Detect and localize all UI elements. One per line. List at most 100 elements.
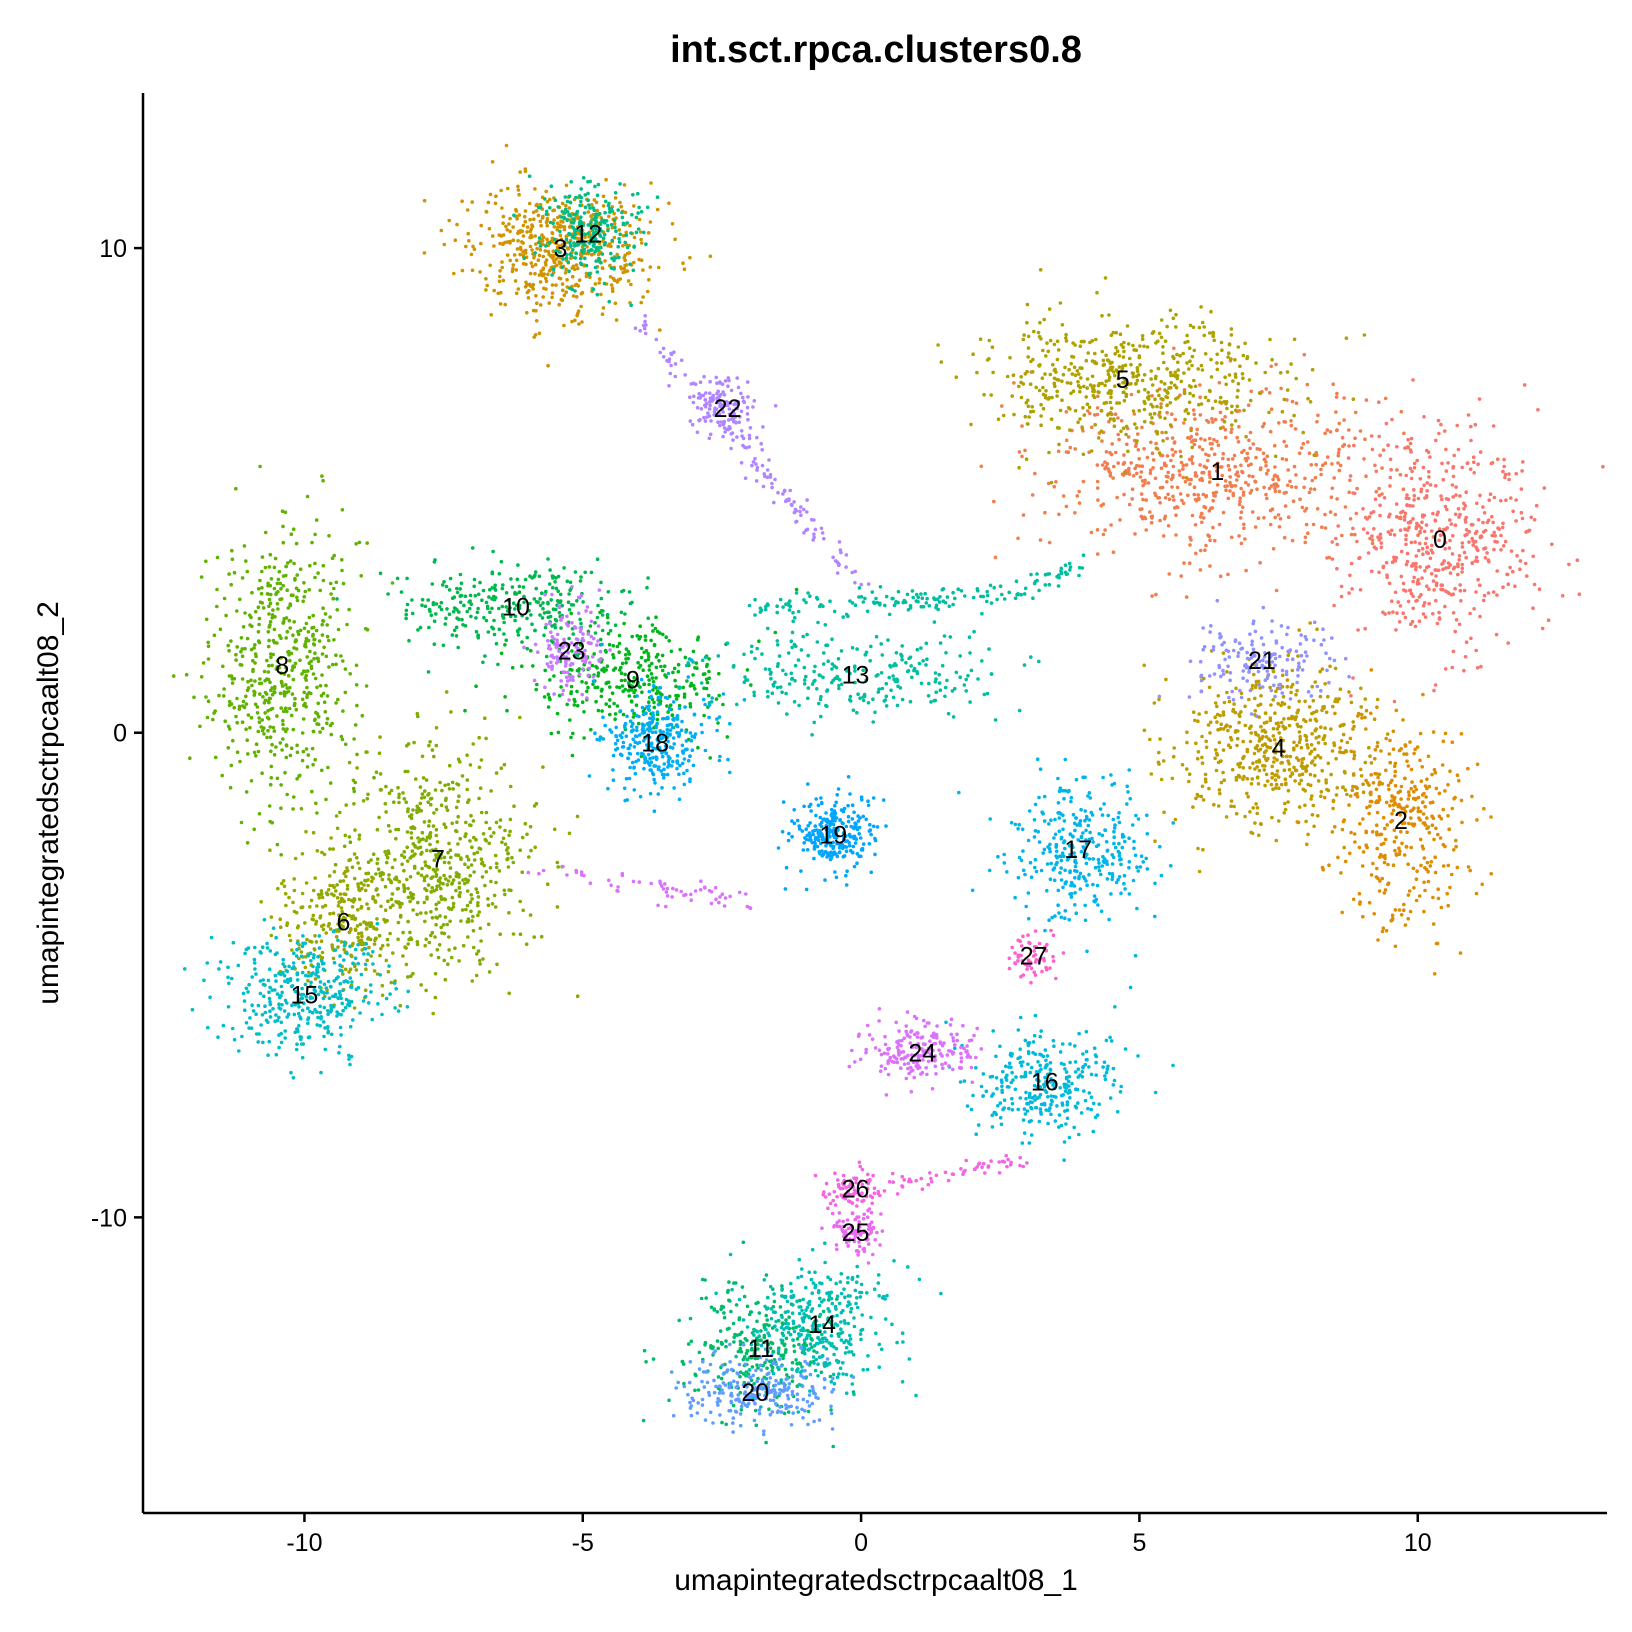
cell-point: [263, 565, 268, 570]
cell-point: [1417, 619, 1422, 624]
cell-point: [580, 290, 585, 295]
cell-point: [639, 241, 644, 245]
cell-point: [538, 219, 543, 224]
cell-point: [1521, 548, 1525, 553]
cell-point: [1188, 323, 1193, 328]
cell-point: [1401, 581, 1406, 586]
cell-point: [474, 973, 479, 978]
cell-point: [1122, 398, 1127, 403]
cell-point: [1431, 579, 1436, 583]
cell-point: [1001, 413, 1006, 418]
cell-point: [476, 913, 480, 918]
cell-point: [430, 886, 435, 890]
cell-point: [1388, 512, 1392, 517]
cell-point: [500, 586, 505, 591]
cell-point: [1075, 369, 1080, 373]
cell-point: [364, 750, 368, 754]
cell-point: [272, 627, 277, 632]
cell-point: [406, 809, 410, 814]
cell-point: [987, 357, 991, 361]
cell-point: [406, 886, 411, 891]
cell-point: [221, 664, 225, 669]
cell-point: [1419, 863, 1423, 868]
cell-point: [206, 644, 211, 649]
cell-point: [534, 319, 539, 323]
cell-point: [1418, 731, 1423, 736]
cell-point: [1425, 816, 1429, 820]
cell-point: [1200, 755, 1204, 760]
cell-point: [1254, 455, 1258, 460]
cell-point: [1390, 913, 1395, 918]
cell-point: [447, 935, 451, 939]
cell-point: [288, 938, 293, 943]
cell-point: [1441, 807, 1445, 812]
cell-point: [1501, 585, 1505, 589]
cell-point: [334, 701, 338, 705]
cell-point: [1303, 540, 1307, 545]
cell-point: [484, 810, 489, 815]
cell-point: [484, 288, 488, 292]
cell-point: [451, 787, 456, 791]
cell-point: [600, 709, 604, 713]
cell-point: [1342, 418, 1346, 422]
cell-point: [1472, 471, 1476, 475]
cell-point: [459, 919, 463, 923]
cell-point: [281, 524, 285, 529]
cell-point: [1126, 449, 1130, 454]
cell-point: [681, 685, 685, 690]
cell-point: [433, 788, 438, 792]
cell-point: [1222, 700, 1227, 705]
cell-point: [1204, 543, 1208, 548]
cell-point: [1386, 443, 1390, 448]
cell-point: [651, 680, 656, 684]
cell-point: [562, 225, 567, 229]
cell-point: [316, 701, 321, 706]
cell-point: [470, 897, 474, 901]
cell-point: [378, 953, 382, 958]
cell-point: [1273, 473, 1277, 478]
cell-point: [279, 853, 284, 857]
cell-point: [1342, 845, 1346, 850]
cell-point: [1271, 667, 1275, 672]
cell-point: [405, 602, 410, 607]
cell-point: [1407, 525, 1411, 530]
cell-point: [1446, 863, 1451, 868]
cell-point: [1187, 400, 1192, 405]
cell-point: [1402, 752, 1406, 756]
cell-point: [1251, 442, 1256, 446]
cell-point: [1207, 534, 1211, 539]
cell-point: [1335, 542, 1339, 547]
cell-point: [1221, 770, 1225, 775]
cell-point: [1224, 815, 1229, 819]
cell-point: [1397, 846, 1401, 850]
cell-point: [335, 608, 340, 612]
cell-point: [406, 742, 411, 746]
cell-point: [462, 603, 466, 608]
cell-point: [655, 207, 660, 212]
cell-point: [1109, 395, 1113, 400]
cell-point: [1425, 545, 1430, 550]
cell-point: [328, 615, 332, 619]
cell-point: [1183, 479, 1188, 484]
cell-point: [550, 231, 555, 236]
cell-point: [617, 228, 622, 232]
cell-point: [1081, 452, 1086, 457]
cell-point: [1196, 367, 1200, 371]
cell-point: [1158, 737, 1162, 741]
cell-point: [1241, 493, 1246, 497]
cell-point: [352, 802, 356, 806]
cell-point: [1422, 483, 1426, 488]
cell-point: [1534, 503, 1539, 508]
cell-point: [1257, 391, 1262, 395]
cell-point: [1487, 560, 1491, 564]
cell-point: [1354, 511, 1359, 516]
cell-point: [1380, 466, 1384, 470]
cell-point: [597, 281, 601, 285]
cell-point: [402, 868, 406, 873]
cell-point: [1536, 408, 1540, 412]
cell-point: [1490, 533, 1494, 538]
cell-point: [1100, 439, 1104, 443]
cell-point: [1467, 540, 1471, 544]
cell-point: [1089, 530, 1094, 535]
cell-point: [472, 858, 477, 862]
